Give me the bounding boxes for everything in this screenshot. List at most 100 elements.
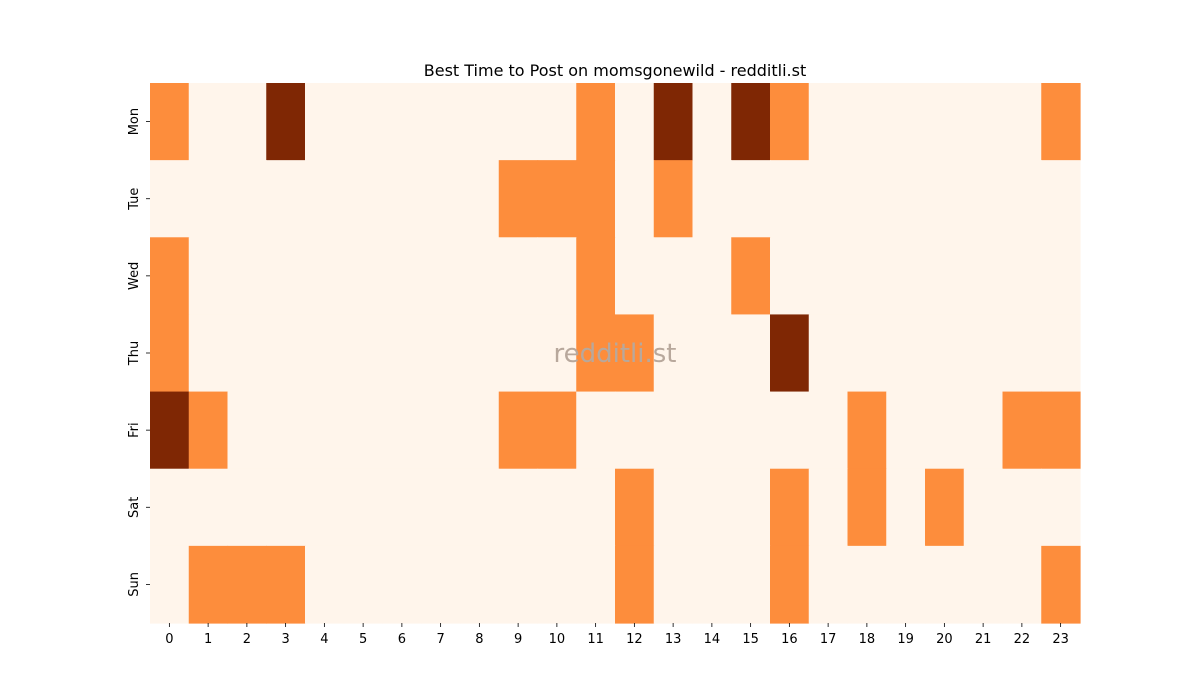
heatmap-cell-mon-4 xyxy=(305,83,345,161)
heatmap-cell-wed-13 xyxy=(653,237,694,316)
heatmap-cell-tue-13 xyxy=(653,160,694,238)
heatmap-cell-sun-16 xyxy=(770,545,810,624)
heatmap-cell-fri-6 xyxy=(382,391,422,470)
heatmap-cell-sat-1 xyxy=(188,468,229,547)
heatmap-cell-tue-6 xyxy=(382,160,422,238)
heatmap-cell-wed-17 xyxy=(808,237,849,316)
x-tick-label: 18 xyxy=(859,632,876,647)
heatmap-cell-mon-12 xyxy=(615,83,655,161)
heatmap-cell-thu-10 xyxy=(537,314,577,393)
heatmap-cell-sat-9 xyxy=(498,468,539,547)
chart-title: Best Time to Post on momsgonewild - redd… xyxy=(424,61,806,80)
heatmap-cells xyxy=(150,83,1081,624)
heatmap-cell-wed-21 xyxy=(963,237,1004,316)
heatmap-cell-tue-10 xyxy=(537,160,577,238)
heatmap-cell-thu-4 xyxy=(305,314,345,393)
heatmap-cell-wed-20 xyxy=(925,237,965,316)
heatmap-cell-wed-3 xyxy=(266,237,306,316)
y-tick-label: Sun xyxy=(127,572,142,597)
heatmap-cell-tue-1 xyxy=(188,160,229,238)
heatmap-cell-thu-3 xyxy=(266,314,306,393)
heatmap-cell-wed-7 xyxy=(421,237,461,316)
heatmap-cell-sat-6 xyxy=(382,468,422,547)
heatmap-cell-tue-22 xyxy=(1002,160,1042,238)
heatmap-cell-mon-18 xyxy=(847,83,887,161)
heatmap-cell-fri-22 xyxy=(1002,391,1042,470)
heatmap-cell-fri-16 xyxy=(770,391,810,470)
heatmap-cell-thu-0 xyxy=(150,314,190,393)
heatmap-cell-tue-19 xyxy=(886,160,926,238)
heatmap-cell-sun-5 xyxy=(343,545,384,624)
heatmap-cell-mon-23 xyxy=(1041,83,1081,161)
heatmap-cell-sat-4 xyxy=(305,468,345,547)
heatmap-cell-thu-11 xyxy=(576,314,616,393)
heatmap-cell-sun-12 xyxy=(615,545,655,624)
heatmap-cell-wed-9 xyxy=(498,237,539,316)
heatmap-cell-sun-18 xyxy=(847,545,887,624)
x-tick-label: 14 xyxy=(704,632,721,647)
heatmap-cell-tue-4 xyxy=(305,160,345,238)
heatmap-cell-thu-22 xyxy=(1002,314,1042,393)
heatmap-cell-tue-3 xyxy=(266,160,306,238)
heatmap-cell-wed-23 xyxy=(1041,237,1081,316)
heatmap-cell-thu-6 xyxy=(382,314,422,393)
heatmap-cell-sun-20 xyxy=(925,545,965,624)
heatmap-cell-fri-19 xyxy=(886,391,926,470)
heatmap-cell-sat-13 xyxy=(653,468,694,547)
heatmap-cell-thu-23 xyxy=(1041,314,1081,393)
heatmap-cell-fri-9 xyxy=(498,391,539,470)
heatmap-cell-wed-0 xyxy=(150,237,190,316)
heatmap-cell-fri-5 xyxy=(343,391,384,470)
heatmap-cell-mon-1 xyxy=(188,83,229,161)
heatmap-cell-tue-21 xyxy=(963,160,1004,238)
heatmap-cell-fri-14 xyxy=(692,391,732,470)
heatmap-cell-wed-19 xyxy=(886,237,926,316)
y-tick-label: Wed xyxy=(127,262,142,290)
heatmap-cell-sun-3 xyxy=(266,545,306,624)
heatmap-cell-sat-3 xyxy=(266,468,306,547)
heatmap-cell-fri-10 xyxy=(537,391,577,470)
heatmap-cell-wed-15 xyxy=(731,237,771,316)
heatmap-cell-thu-7 xyxy=(421,314,461,393)
x-tick-label: 22 xyxy=(1014,632,1031,647)
x-tick-label: 3 xyxy=(281,632,289,647)
heatmap-cell-tue-14 xyxy=(692,160,732,238)
y-tick-label: Mon xyxy=(127,108,142,135)
x-tick-label: 15 xyxy=(742,632,759,647)
heatmap-cell-wed-10 xyxy=(537,237,577,316)
x-tick-label: 2 xyxy=(243,632,251,647)
heatmap-cell-sat-2 xyxy=(227,468,267,547)
heatmap-cell-sun-2 xyxy=(227,545,267,624)
heatmap-cell-mon-15 xyxy=(731,83,771,161)
heatmap-cell-fri-1 xyxy=(188,391,229,470)
heatmap-cell-sun-19 xyxy=(886,545,926,624)
heatmap-cell-wed-8 xyxy=(460,237,500,316)
heatmap-cell-sun-7 xyxy=(421,545,461,624)
heatmap-cell-sat-17 xyxy=(808,468,849,547)
y-axis-ticks: Mon Tue Wed Thu Fri Sat Sun xyxy=(127,108,150,597)
heatmap-cell-sat-5 xyxy=(343,468,384,547)
heatmap-cell-mon-14 xyxy=(692,83,732,161)
heatmap-cell-fri-4 xyxy=(305,391,345,470)
heatmap-cell-thu-2 xyxy=(227,314,267,393)
heatmap-cell-tue-9 xyxy=(498,160,539,238)
x-axis-ticks: 0 1 2 3 4 5 6 7 8 9 10 11 12 13 14 15 16 17 18 19 20 21 22 23 xyxy=(165,623,1069,647)
heatmap-cell-fri-2 xyxy=(227,391,267,470)
heatmap-cell-wed-16 xyxy=(770,237,810,316)
heatmap-cell-tue-12 xyxy=(615,160,655,238)
heatmap-cell-wed-5 xyxy=(343,237,384,316)
heatmap-cell-fri-23 xyxy=(1041,391,1081,470)
heatmap-cell-mon-20 xyxy=(925,83,965,161)
y-tick-label: Sat xyxy=(127,497,142,518)
heatmap-cell-sat-21 xyxy=(963,468,1004,547)
heatmap-cell-tue-18 xyxy=(847,160,887,238)
heatmap-cell-thu-19 xyxy=(886,314,926,393)
heatmap-cell-thu-15 xyxy=(731,314,771,393)
heatmap-cell-mon-8 xyxy=(460,83,500,161)
heatmap-cell-fri-7 xyxy=(421,391,461,470)
heatmap-cell-fri-18 xyxy=(847,391,887,470)
heatmap-cell-sat-11 xyxy=(576,468,616,547)
heatmap-cell-mon-5 xyxy=(343,83,384,161)
heatmap-cell-fri-17 xyxy=(808,391,849,470)
